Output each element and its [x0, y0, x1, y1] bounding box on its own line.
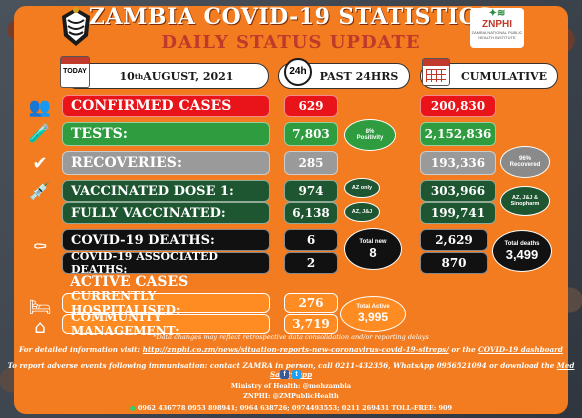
- recovered-person-icon: ✔: [32, 153, 48, 174]
- hospital-bed-icon: 🛏: [28, 297, 52, 318]
- recoveries-cumulative-value: 193,336: [420, 151, 496, 175]
- associated-deaths-label: COVID-19 ASSOCIATED DEATHS:: [62, 250, 270, 276]
- situation-reports-link[interactable]: http://znphi.co.zm/news/situation-report…: [142, 345, 449, 354]
- info-prefix: For detailed information visit:: [19, 345, 143, 354]
- total-new-deaths-badge: Total new 8: [344, 228, 402, 270]
- total-active-label: Total Active: [356, 304, 390, 310]
- vaccinated-dose1-label: VACCINATED DOSE 1:: [62, 180, 270, 202]
- recoveries-label: RECOVERIES:: [62, 151, 270, 175]
- recovered-percent-label: Recovered: [509, 162, 541, 168]
- people-group-icon: 👥: [28, 97, 52, 118]
- today-icon-label: TODAY: [63, 68, 87, 75]
- confirmed-cases-label: CONFIRMED CASES: [62, 95, 270, 117]
- whatsapp-icon: ●: [129, 404, 136, 412]
- community-management-label: COMMUNITY MANAGEMENT:: [62, 310, 270, 338]
- znphi-logo-tagline: ZAMBIA NATIONAL PUBLIC HEALTH INSTITUTE: [471, 30, 523, 40]
- vaccinated-dose1-cumulative-value: 303,966: [420, 180, 496, 202]
- vaccine-type-badge-dose1: AZ only: [344, 178, 380, 198]
- total-deaths-value: 3,499: [505, 246, 539, 262]
- positivity-label: Positivity: [356, 135, 384, 141]
- confirmed-cumulative-value: 200,830: [420, 95, 496, 117]
- vaccinated-dose1-past24-value: 974: [284, 180, 338, 202]
- total-deaths-label: Total deaths: [504, 240, 540, 247]
- fully-vaccinated-past24-value: 6,138: [284, 202, 338, 224]
- info-line: For detailed information visit: http://z…: [0, 345, 582, 354]
- home-icon: ⌂: [34, 317, 46, 338]
- hospitalised-value: 276: [284, 293, 338, 313]
- positivity-badge: 8% Positivity: [344, 119, 396, 151]
- cumulative-calendar-icon: [422, 58, 450, 86]
- clock-24h-icon: 24h: [284, 58, 312, 86]
- total-deaths-badge: Total deaths 3,499: [492, 230, 552, 272]
- adverse-events-line: To report adverse events following immun…: [0, 361, 582, 379]
- fully-vaccinated-label: FULLY VACCINATED:: [62, 202, 270, 224]
- covid-deaths-label: COVID-19 DEATHS:: [62, 229, 270, 251]
- community-management-value: 3,719: [284, 314, 338, 334]
- test-tubes-icon: 🧪: [28, 123, 52, 144]
- vaccine-types-line1: AZ, J&J &: [512, 195, 538, 201]
- associated-deaths-past24-value: 2: [284, 252, 338, 274]
- coat-of-arms-icon: [56, 6, 96, 48]
- tests-past24-value: 7,803: [284, 122, 338, 146]
- vaccine-type-badge-full: AZ, J&J: [344, 202, 380, 222]
- total-new-deaths-value: 8: [369, 244, 377, 260]
- ministry-handle: Ministry of Health: @mohzambia: [230, 382, 352, 390]
- vaccine-types-cumulative-badge: AZ, J&J & Sinopharm: [500, 186, 550, 216]
- znphi-mark-icon: ✦≋: [488, 8, 506, 19]
- vaccine-types-line2: Sinopharm: [510, 201, 540, 207]
- adverse-events-text: To report adverse events following immun…: [7, 361, 557, 370]
- date-rest: AUGUST, 2021: [143, 69, 234, 83]
- date-day: 10: [119, 69, 135, 83]
- covid-deaths-past24-value: 6: [284, 229, 338, 251]
- recovered-percent-badge: 96% Recovered: [500, 146, 550, 178]
- past-24hrs-label: PAST 24HRS: [319, 69, 399, 83]
- past-24hrs-header: PAST 24HRS: [278, 63, 410, 89]
- znphi-handle: ZNPHI: @ZMPublicHealth: [243, 392, 339, 400]
- active-cases-heading: ACTIVE CASES: [70, 274, 189, 290]
- facebook-icon[interactable]: f: [280, 370, 289, 379]
- positivity-value: 8%: [365, 129, 375, 135]
- tests-label: TESTS:: [62, 122, 270, 146]
- social-icons: f t: [280, 370, 301, 379]
- today-calendar-icon: TODAY: [60, 56, 90, 88]
- confirmed-past24-value: 629: [284, 95, 338, 117]
- associated-deaths-cumulative-value: 870: [420, 252, 488, 274]
- contact-phones-text: 0962 436778 0953 898941; 0964 638726; 09…: [137, 404, 453, 412]
- page-subtitle: DAILY STATUS UPDATE: [161, 32, 421, 53]
- date-suffix: th: [134, 71, 144, 81]
- covid-dashboard-link[interactable]: COVID-19 dashboard: [478, 345, 563, 354]
- page-title: ZAMBIA COVID-19 STATISTICS: [88, 4, 494, 30]
- cumulative-label: CUMULATIVE: [460, 69, 548, 83]
- total-new-deaths-label: Total new: [359, 238, 387, 245]
- syringe-icon: 💉: [28, 181, 52, 202]
- tests-cumulative-value: 2,152,836: [420, 122, 496, 146]
- recovered-percent-value: 96%: [518, 156, 531, 162]
- contact-phones: ● 0962 436778 0953 898941; 0964 638726; …: [0, 404, 582, 412]
- coffin-icon: ⚰: [32, 237, 48, 258]
- twitter-icon[interactable]: t: [292, 370, 301, 379]
- znphi-logo: ✦≋ ZNPHI ZAMBIA NATIONAL PUBLIC HEALTH I…: [470, 8, 524, 48]
- fully-vaccinated-cumulative-value: 199,741: [420, 202, 496, 224]
- total-active-value: 3,995: [357, 310, 389, 324]
- recoveries-past24-value: 285: [284, 151, 338, 175]
- info-mid: or the: [448, 345, 479, 354]
- data-disclaimer: *Data changes may reflect retrospective …: [153, 333, 429, 341]
- znphi-logo-text: ZNPHI: [482, 19, 512, 30]
- total-active-badge: Total Active 3,995: [340, 296, 406, 332]
- covid-deaths-cumulative-value: 2,629: [420, 229, 488, 251]
- med-safety-app-link[interactable]: Med Safety app: [269, 361, 575, 379]
